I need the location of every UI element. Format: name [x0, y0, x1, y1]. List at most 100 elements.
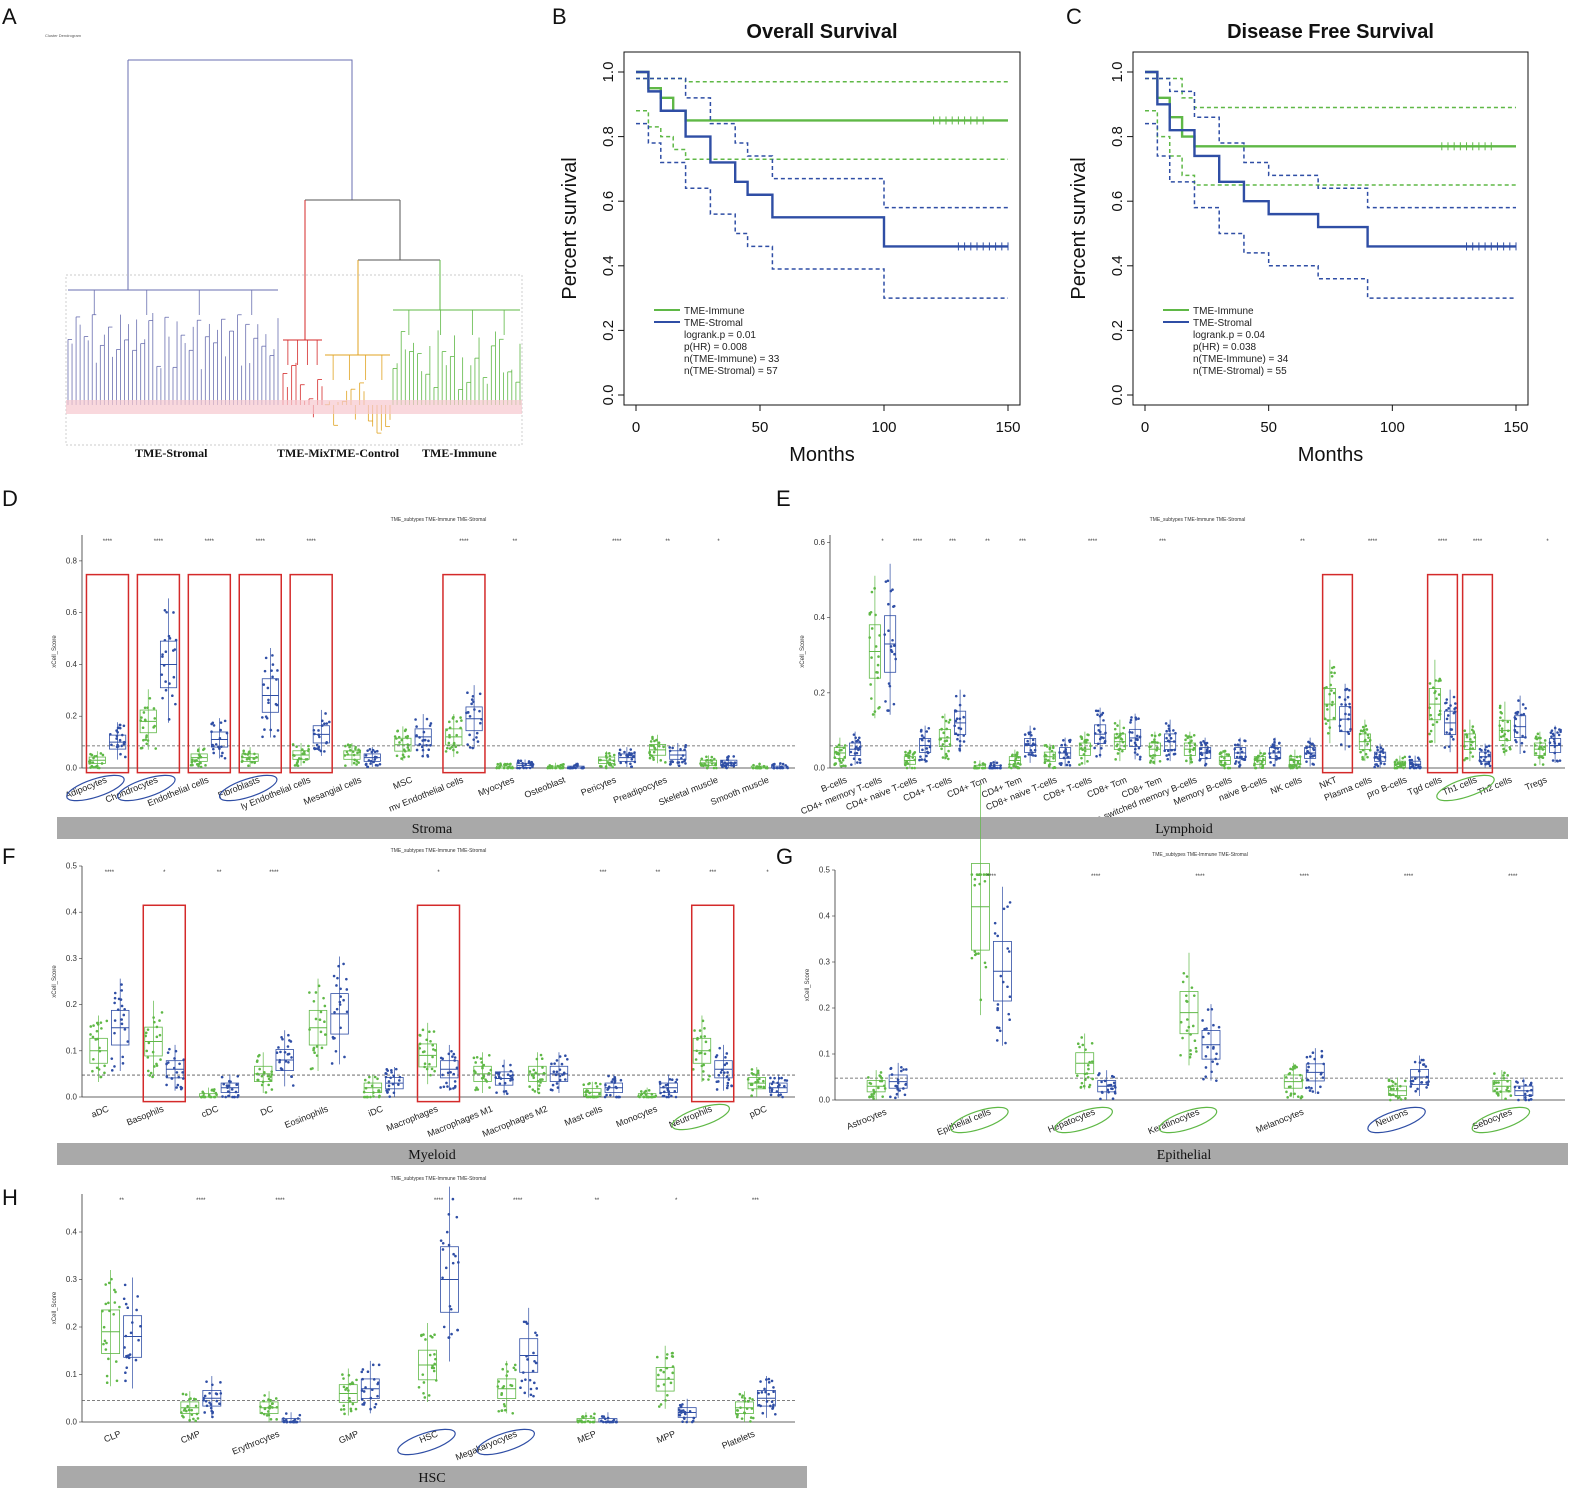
- data-point: [430, 722, 433, 725]
- data-point: [890, 1067, 893, 1070]
- data-point: [1165, 754, 1168, 757]
- significance-label: ****: [987, 874, 997, 880]
- data-point: [1130, 719, 1133, 722]
- lymphoid-boxplot: xCell_Score0.00.20.40.6TME_subtypes TME-…: [799, 517, 1568, 839]
- data-point: [1190, 761, 1193, 764]
- panel-letter-b: B: [552, 4, 567, 29]
- data-point: [316, 744, 319, 747]
- data-point: [675, 1096, 678, 1099]
- data-point: [1451, 728, 1454, 731]
- data-point: [1290, 755, 1293, 758]
- data-point: [663, 1383, 666, 1386]
- data-point: [270, 669, 273, 672]
- data-point: [159, 1034, 162, 1037]
- data-point: [261, 1075, 264, 1078]
- data-point: [454, 745, 457, 748]
- data-point: [349, 749, 352, 752]
- data-point: [541, 1057, 544, 1060]
- data-point: [349, 1383, 352, 1386]
- data-point: [1391, 1084, 1394, 1087]
- data-point: [1078, 1046, 1081, 1049]
- data-point: [459, 716, 462, 719]
- data-point: [655, 739, 658, 742]
- data-point: [428, 1063, 431, 1066]
- data-point: [890, 645, 893, 648]
- data-point: [708, 1049, 711, 1052]
- data-point: [1503, 1077, 1506, 1080]
- data-point: [503, 767, 506, 770]
- significance-label: ****: [196, 1198, 206, 1204]
- data-point: [1312, 763, 1315, 766]
- data-point: [1472, 747, 1475, 750]
- data-point: [1333, 692, 1336, 695]
- data-point: [925, 760, 928, 763]
- data-point: [1167, 739, 1170, 742]
- data-point: [105, 1348, 108, 1351]
- data-point: [168, 718, 171, 721]
- data-point: [678, 764, 681, 767]
- data-point: [947, 758, 950, 761]
- data-point: [1429, 740, 1432, 743]
- data-point: [396, 730, 399, 733]
- data-point: [91, 1070, 94, 1073]
- data-point: [941, 716, 944, 719]
- data-point: [749, 1420, 752, 1423]
- data-point: [496, 763, 499, 766]
- confidence-band-immune: [636, 78, 1008, 81]
- data-point: [1398, 1096, 1401, 1099]
- data-point: [1434, 690, 1437, 693]
- data-point: [343, 1056, 346, 1059]
- data-point: [198, 753, 201, 756]
- category-label: Osteoblast: [523, 774, 567, 800]
- data-point: [267, 687, 270, 690]
- data-point: [1084, 1078, 1087, 1081]
- data-point: [466, 691, 469, 694]
- category-label: Melanocytes: [1254, 1106, 1305, 1134]
- data-point: [456, 751, 459, 754]
- data-point: [189, 1397, 192, 1400]
- data-point: [1211, 1060, 1214, 1063]
- data-point: [104, 1340, 107, 1343]
- data-point: [1121, 750, 1124, 753]
- data-point: [114, 992, 117, 995]
- data-point: [415, 734, 418, 737]
- data-point: [840, 765, 843, 768]
- data-point: [1556, 731, 1559, 734]
- data-point: [1114, 722, 1117, 725]
- data-point: [850, 763, 853, 766]
- data-point: [640, 1090, 643, 1093]
- data-point: [1064, 743, 1067, 746]
- data-point: [1503, 1072, 1506, 1075]
- data-point: [1111, 1087, 1114, 1090]
- data-point: [1366, 756, 1369, 759]
- data-point: [1429, 682, 1432, 685]
- data-point: [559, 767, 562, 770]
- data-point: [426, 1068, 429, 1071]
- panel-letter-f: F: [2, 844, 15, 869]
- data-point: [607, 1075, 610, 1078]
- data-point: [448, 1053, 451, 1056]
- legend-entry: p(HR) = 0.038: [1193, 342, 1257, 353]
- data-point: [1159, 760, 1162, 763]
- data-point: [1212, 1024, 1215, 1027]
- data-point: [859, 745, 862, 748]
- data-point: [292, 754, 295, 757]
- epithelial-boxplot: xCell_Score0.00.10.20.30.40.5TME_subtype…: [800, 784, 1568, 1165]
- y-tick-label: 0.4: [600, 255, 617, 276]
- data-point: [103, 1326, 106, 1329]
- data-point: [418, 1047, 421, 1050]
- data-point: [757, 1072, 760, 1075]
- data-point: [1184, 739, 1187, 742]
- data-point: [422, 1392, 425, 1395]
- data-point: [940, 747, 943, 750]
- data-point: [893, 703, 896, 706]
- data-point: [842, 746, 845, 749]
- data-point: [727, 755, 730, 758]
- data-point: [149, 697, 152, 700]
- panel-letter-h: H: [2, 1185, 18, 1210]
- highlight-box: [239, 575, 281, 773]
- data-point: [976, 873, 979, 876]
- data-point: [328, 721, 331, 724]
- data-point: [376, 750, 379, 753]
- data-point: [1348, 703, 1351, 706]
